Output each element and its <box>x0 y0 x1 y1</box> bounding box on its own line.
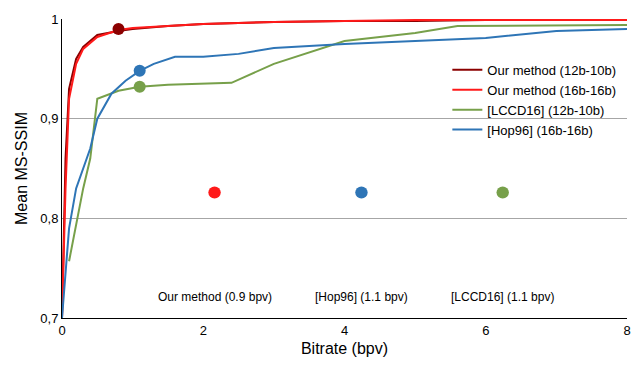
svg-text:[LCCD16] (1.1 bpv): [LCCD16] (1.1 bpv) <box>451 290 554 304</box>
svg-text:8: 8 <box>623 323 630 338</box>
svg-text:[Hop96] (1.1 bpv): [Hop96] (1.1 bpv) <box>315 290 408 304</box>
svg-text:2: 2 <box>200 323 207 338</box>
svg-text:Our method (12b-10b): Our method (12b-10b) <box>487 63 616 78</box>
svg-text:0,7: 0,7 <box>40 311 58 326</box>
svg-text:0,9: 0,9 <box>40 111 58 126</box>
svg-text:Bitrate (bpv): Bitrate (bpv) <box>301 340 388 357</box>
svg-text:0: 0 <box>58 323 65 338</box>
svg-text:Our method (16b-16b): Our method (16b-16b) <box>487 83 616 98</box>
svg-text:[LCCD16] (12b-10b): [LCCD16] (12b-10b) <box>487 103 604 118</box>
svg-text:Mean MS-SSIM: Mean MS-SSIM <box>13 112 30 225</box>
svg-text:6: 6 <box>482 323 489 338</box>
svg-text:0,8: 0,8 <box>40 211 58 226</box>
svg-text:Our method (0.9 bpv): Our method (0.9 bpv) <box>158 290 272 304</box>
svg-text:4: 4 <box>341 323 348 338</box>
svg-text:1: 1 <box>51 12 58 27</box>
svg-text:[Hop96] (16b-16b): [Hop96] (16b-16b) <box>487 123 593 138</box>
